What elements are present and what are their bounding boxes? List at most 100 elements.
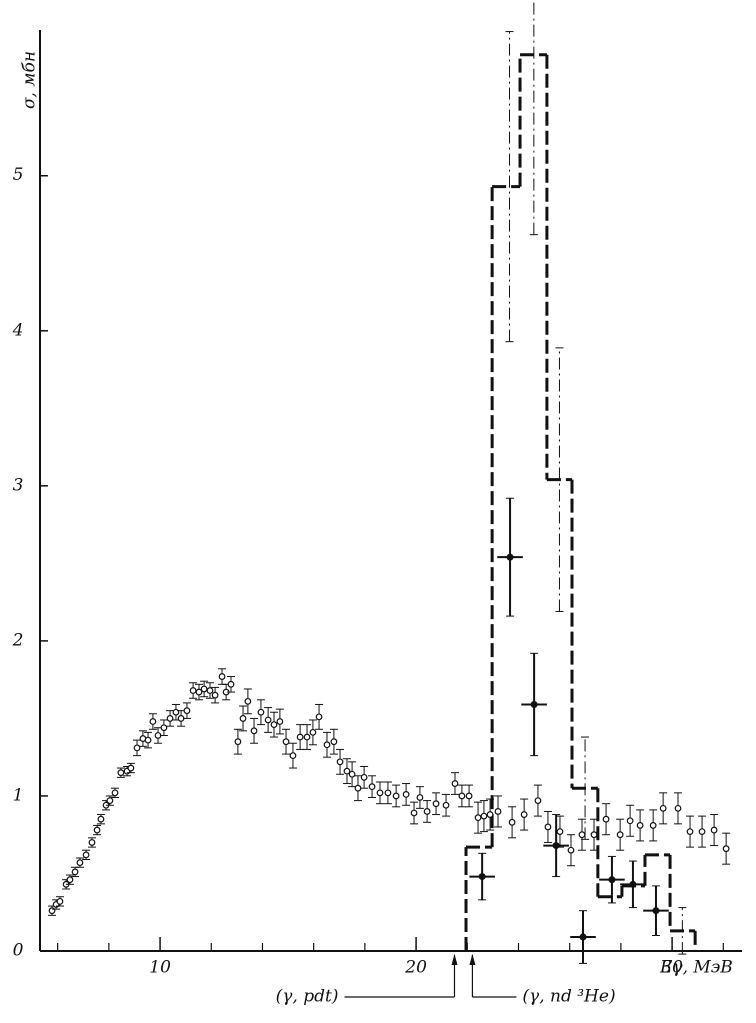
data-point	[282, 738, 290, 746]
data-point	[206, 687, 214, 694]
data-point	[626, 817, 634, 825]
data-point	[674, 804, 682, 812]
data-point	[508, 818, 516, 826]
data-point	[111, 789, 119, 797]
data-point	[392, 792, 400, 800]
data-point	[710, 826, 718, 834]
data-point	[544, 823, 552, 831]
data-point	[330, 738, 338, 746]
data-point	[195, 688, 203, 696]
y-tick-label: 5	[13, 165, 24, 185]
x-tick-label: 10	[149, 958, 171, 978]
data-point	[480, 812, 488, 820]
data-point	[270, 721, 278, 729]
data-point	[636, 822, 644, 829]
data-point	[200, 685, 208, 693]
data-point	[567, 846, 575, 854]
data-point	[556, 828, 564, 836]
data-point	[376, 789, 384, 797]
data-point	[442, 801, 450, 809]
data-point	[478, 873, 486, 881]
x-axis-label: Eγ, МэВ	[659, 958, 733, 978]
y-tick-label: 4	[12, 320, 24, 340]
data-point	[127, 764, 135, 772]
data-point	[211, 691, 219, 699]
data-point	[117, 769, 125, 777]
data-point	[336, 758, 344, 766]
y-tick-label: 1	[13, 785, 24, 805]
data-point	[520, 811, 528, 818]
data-point	[686, 828, 694, 836]
data-point	[189, 687, 197, 694]
data-point	[602, 815, 610, 823]
data-point	[93, 826, 101, 834]
data-point	[239, 715, 247, 722]
data-point	[360, 773, 368, 781]
data-point	[227, 680, 235, 688]
data-point	[698, 828, 706, 836]
data-point	[343, 767, 351, 775]
data-point	[144, 736, 152, 744]
data-point	[296, 733, 304, 741]
data-point	[354, 784, 362, 792]
data-point	[71, 868, 79, 876]
data-point	[289, 752, 297, 760]
data-point	[56, 897, 64, 905]
data-point	[309, 728, 317, 736]
data-point	[534, 797, 542, 805]
data-point	[416, 794, 424, 801]
data-point	[423, 808, 431, 815]
data-point	[552, 842, 560, 850]
data-point	[458, 792, 466, 800]
data-point	[579, 933, 587, 941]
data-point	[432, 800, 440, 808]
data-point	[348, 770, 356, 778]
data-point	[82, 851, 90, 859]
data-point	[183, 707, 191, 715]
x-tick-label: 30	[661, 958, 683, 978]
data-point	[722, 845, 730, 853]
data-point	[160, 724, 168, 732]
data-point	[218, 673, 226, 680]
arrow-head	[469, 954, 476, 965]
data-point	[530, 700, 538, 708]
data-point	[590, 831, 598, 839]
data-point	[465, 792, 473, 800]
data-point	[578, 831, 586, 839]
data-point	[303, 733, 311, 741]
data-point	[257, 708, 265, 716]
arrow-head	[451, 954, 458, 965]
data-point	[264, 716, 272, 724]
data-point	[474, 814, 482, 822]
data-point	[451, 780, 459, 787]
y-tick-label: 0	[13, 941, 24, 961]
data-point	[106, 797, 114, 805]
data-point	[76, 859, 84, 867]
data-point	[234, 738, 242, 746]
data-point	[629, 880, 637, 888]
y-axis-label: σ, мбн	[20, 51, 40, 109]
data-point	[166, 715, 174, 722]
data-point	[244, 697, 252, 705]
data-point	[608, 876, 616, 884]
data-point	[97, 815, 105, 823]
data-point	[506, 553, 514, 561]
data-point	[368, 783, 376, 791]
data-point	[149, 718, 157, 725]
data-point	[659, 804, 667, 812]
data-point	[649, 822, 657, 829]
data-point	[384, 789, 392, 797]
data-point	[486, 811, 494, 818]
data-point	[250, 727, 258, 735]
data-point	[66, 876, 74, 884]
y-tick-label: 2	[12, 630, 24, 650]
data-point	[410, 809, 418, 817]
x-tick-label: 20	[404, 958, 427, 978]
data-point	[616, 831, 624, 839]
annotation-label: (γ, pdt)	[276, 987, 339, 1007]
data-point	[88, 839, 96, 846]
data-point	[323, 741, 331, 749]
y-tick-label: 3	[13, 475, 24, 495]
data-point	[652, 907, 660, 915]
